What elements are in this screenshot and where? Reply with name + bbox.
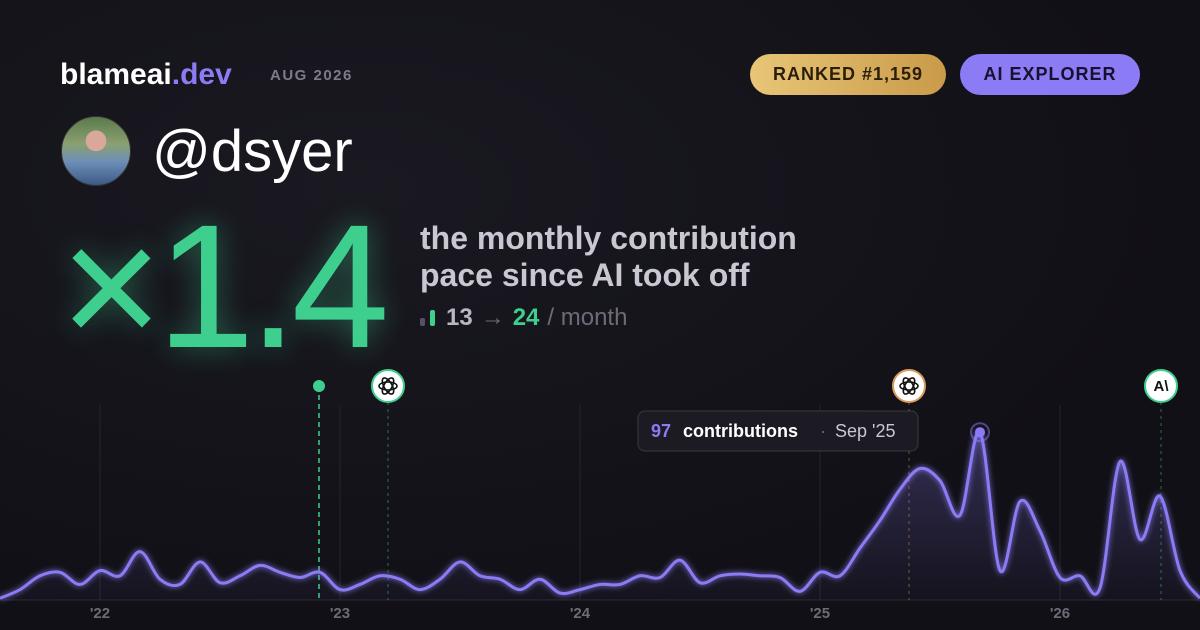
headline-line: pace since AI took off: [420, 257, 750, 293]
headline-line: the monthly contribution: [420, 220, 797, 256]
event-icon: A\: [1144, 369, 1178, 403]
tier-badge: AI EXPLORER: [960, 54, 1140, 95]
event-icon: [371, 369, 405, 403]
pace-before: 13: [446, 304, 473, 331]
pace-unit: / month: [547, 304, 628, 331]
pace: 13 → 24 / month: [420, 304, 627, 332]
brand-name: blameai: [60, 58, 172, 91]
avatar: [61, 116, 131, 186]
pace-icon: [420, 310, 435, 326]
plot: '22 '23 '24 '25 '26: [0, 405, 1200, 622]
brand: blameai.dev: [60, 58, 232, 92]
x-tick-label: '26: [1050, 605, 1070, 622]
brand-suffix: .dev: [171, 58, 232, 91]
tooltip: 97 contributions · Sep '25: [637, 410, 919, 452]
anthropic-logo: A\: [1154, 378, 1170, 395]
headline-text: the monthly contribution pace since AI t…: [420, 220, 797, 294]
rank-badge: RANKED #1,159: [750, 54, 946, 95]
event-icon: [892, 369, 926, 403]
tooltip-value: 97: [651, 421, 671, 441]
x-tick-label: '24: [570, 605, 591, 622]
multiplier: ×1.4: [60, 189, 389, 385]
highlight-dot: [975, 427, 985, 438]
tooltip-box: [637, 410, 919, 452]
tooltip-label: contributions: [683, 421, 798, 441]
area: [0, 431, 1200, 600]
handle: @dsyer: [152, 119, 353, 184]
pace-arrow: →: [480, 304, 505, 331]
event-dot: [313, 380, 325, 392]
line: [0, 430, 1200, 600]
x-tick-label: '23: [330, 605, 350, 622]
x-tick-label: '25: [810, 605, 830, 622]
tooltip-sep: ·: [820, 421, 826, 441]
date: AUG 2026: [270, 67, 353, 84]
highlight-ring: [970, 422, 990, 443]
tooltip-date: Sep '25: [835, 421, 896, 441]
x-tick-label: '22: [90, 605, 110, 622]
pace-after: 24: [512, 304, 540, 331]
